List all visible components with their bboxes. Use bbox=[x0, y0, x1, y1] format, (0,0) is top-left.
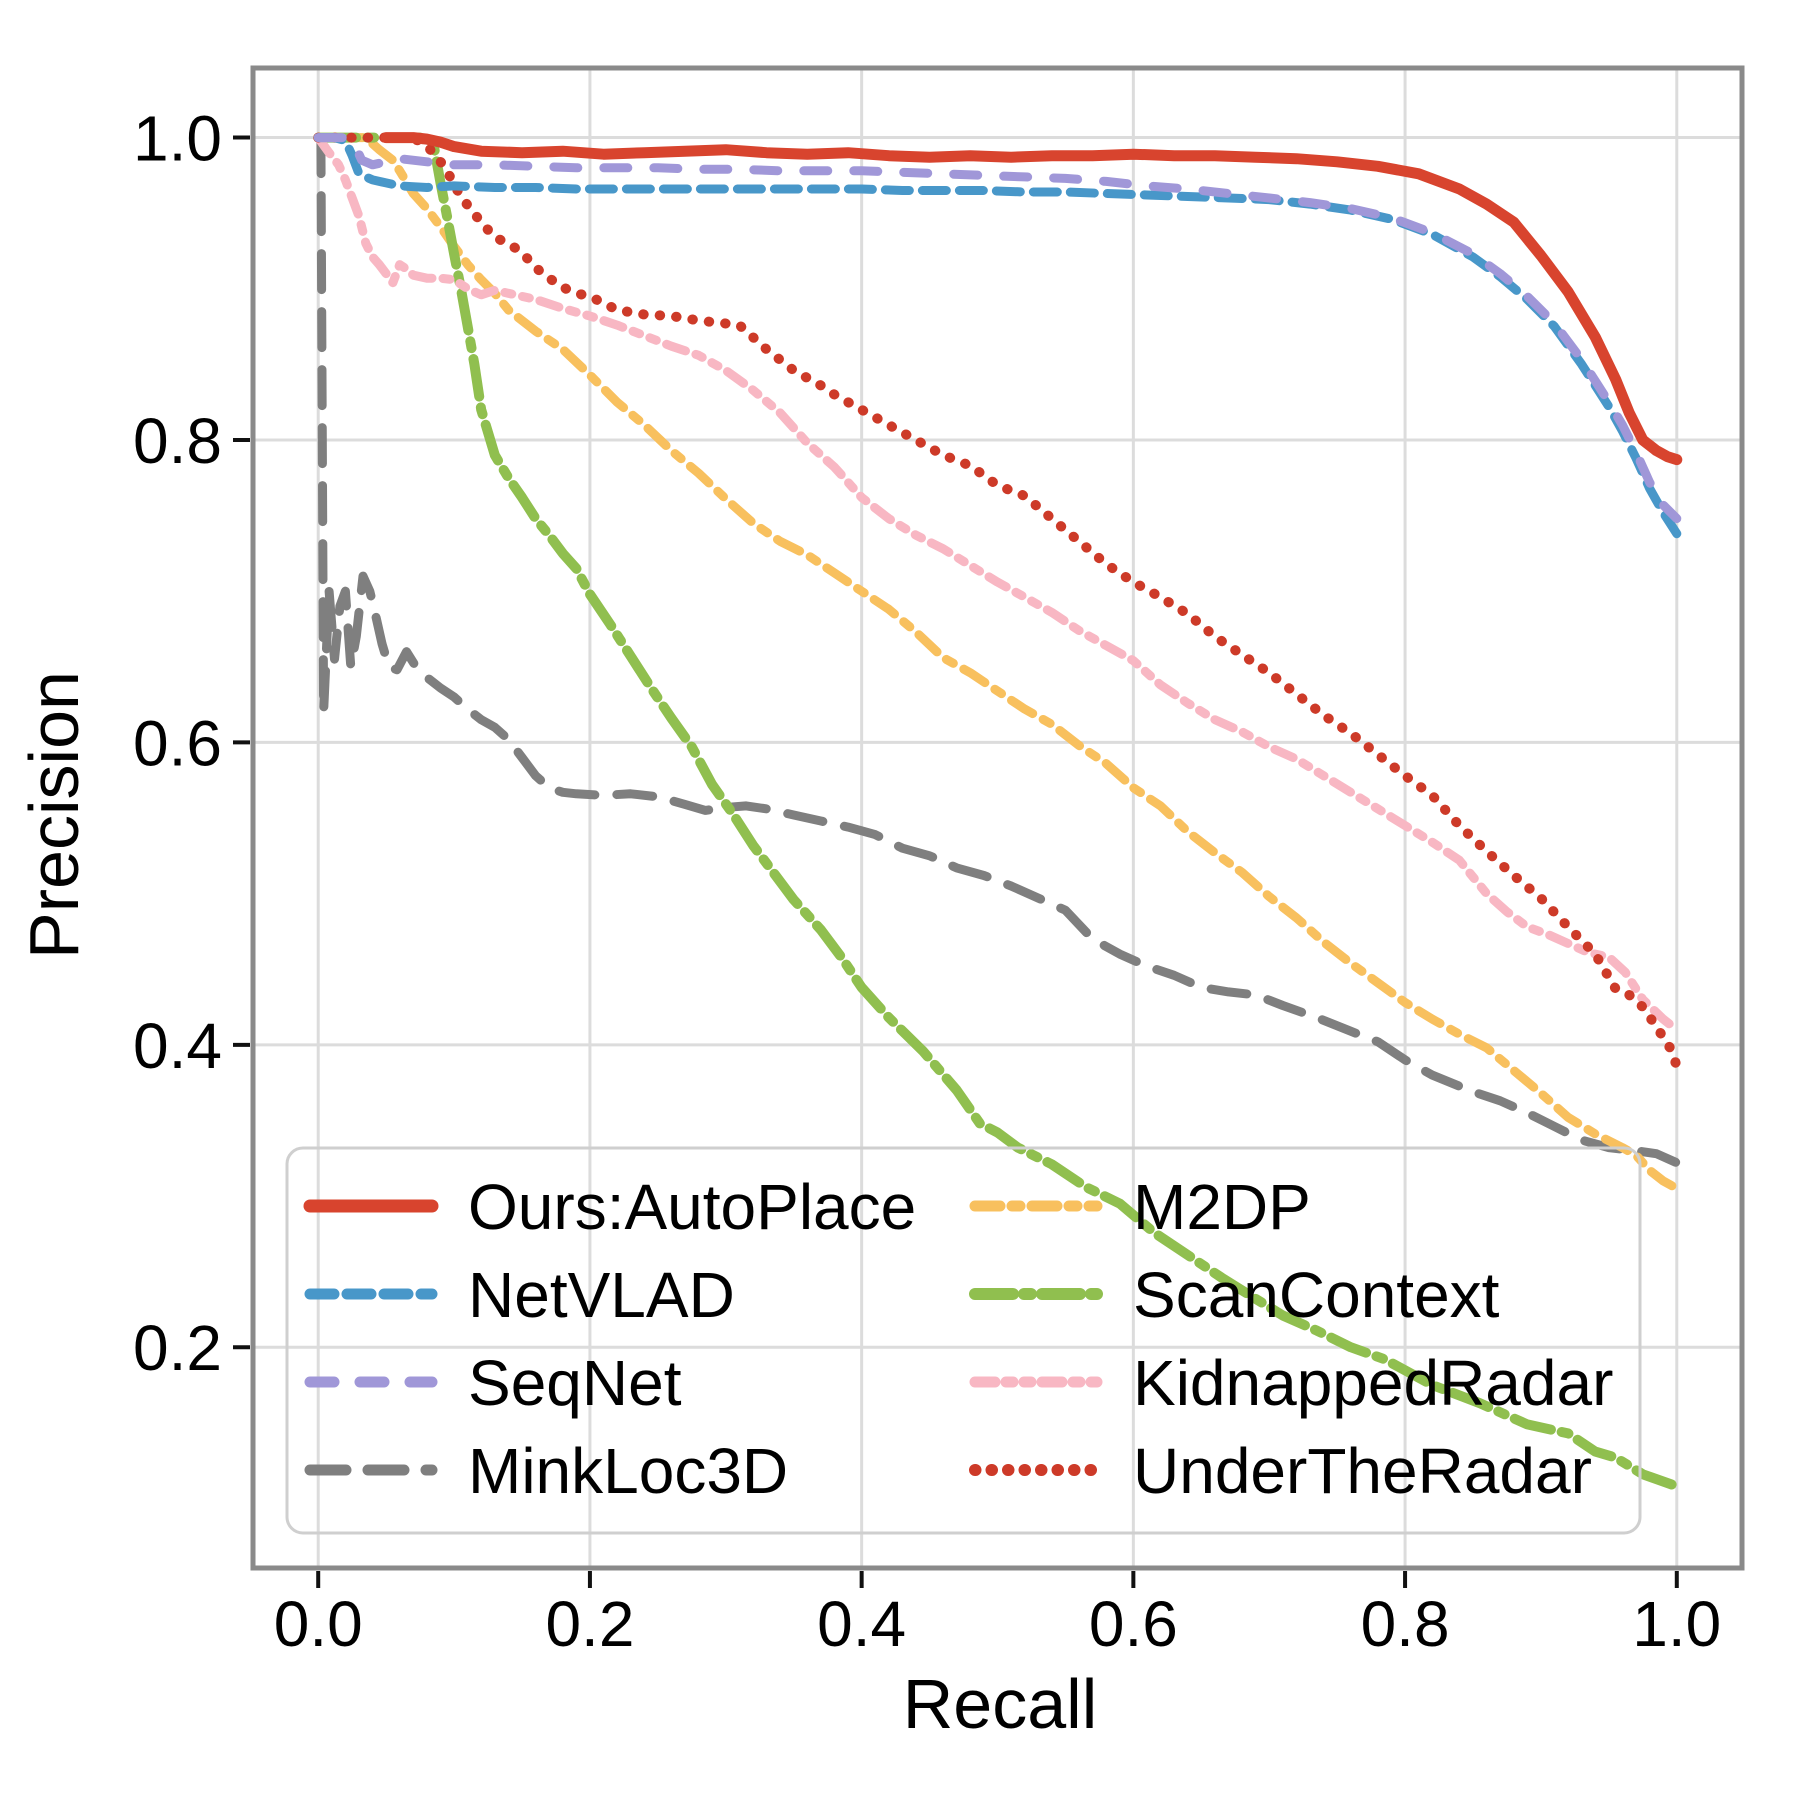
series-undertheradar bbox=[313, 132, 1682, 1071]
series-kidnappedradar bbox=[313, 133, 1682, 1035]
y-tick-label: 0.4 bbox=[133, 1010, 222, 1082]
y-tick-label: 0.6 bbox=[133, 707, 222, 779]
legend-label-netvlad: NetVLAD bbox=[468, 1259, 735, 1331]
legend-entry-m2dp: M2DP bbox=[969, 1171, 1311, 1243]
series-ours bbox=[380, 132, 1683, 466]
legend-entry-seqnet: SeqNet bbox=[304, 1347, 682, 1419]
series-scancontext bbox=[313, 132, 1682, 1492]
legend-label-ours: Ours:AutoPlace bbox=[468, 1171, 916, 1243]
x-tick-label: 1.0 bbox=[1632, 1588, 1721, 1660]
x-tick-label: 0.2 bbox=[545, 1588, 634, 1660]
y-tick-labels: 1.0 0.8 0.6 0.4 0.2 bbox=[133, 103, 222, 1385]
legend-entry-undertheradar: UnderTheRadar bbox=[969, 1435, 1592, 1507]
legend-label-seqnet: SeqNet bbox=[468, 1347, 682, 1419]
legend-label-minkloc3d: MinkLoc3D bbox=[468, 1435, 788, 1507]
x-tick-label: 0.4 bbox=[817, 1588, 906, 1660]
series-seqnet bbox=[313, 133, 1682, 524]
y-axis-label: Precision bbox=[15, 671, 93, 959]
series-group bbox=[313, 132, 1683, 1492]
legend-label-scancontext: ScanContext bbox=[1133, 1259, 1500, 1331]
legend: Ours:AutoPlace NetVLAD SeqNet MinkLoc3D M2DP… bbox=[285, 1146, 1642, 1535]
x-tick-label: 0.0 bbox=[274, 1588, 363, 1660]
series-minkloc3d bbox=[316, 133, 1682, 1168]
legend-label-undertheradar: UnderTheRadar bbox=[1133, 1435, 1592, 1507]
legend-box bbox=[285, 1146, 1642, 1535]
axes-spines bbox=[250, 65, 1745, 1571]
legend-entry-ours: Ours:AutoPlace bbox=[303, 1171, 916, 1243]
y-tick-label: 1.0 bbox=[133, 103, 222, 175]
legend-entry-kidnappedradar: KidnappedRadar bbox=[969, 1347, 1613, 1419]
y-tick-label: 0.2 bbox=[133, 1312, 222, 1384]
series-m2dp bbox=[313, 133, 1682, 1193]
legend-entry-minkloc3d: MinkLoc3D bbox=[304, 1435, 788, 1507]
legend-label-m2dp: M2DP bbox=[1133, 1171, 1311, 1243]
legend-entry-netvlad: NetVLAD bbox=[304, 1259, 735, 1331]
x-tick-label: 0.6 bbox=[1089, 1588, 1178, 1660]
x-tick-labels: 0.0 0.2 0.4 0.6 0.8 1.0 bbox=[274, 1588, 1722, 1660]
legend-entry-scancontext: ScanContext bbox=[969, 1259, 1500, 1331]
x-axis-label: Recall bbox=[903, 1665, 1098, 1743]
tick-marks bbox=[233, 135, 1679, 1588]
y-tick-label: 0.8 bbox=[133, 405, 222, 477]
x-tick-label: 0.8 bbox=[1361, 1588, 1450, 1660]
legend-label-kidnappedradar: KidnappedRadar bbox=[1133, 1347, 1613, 1419]
